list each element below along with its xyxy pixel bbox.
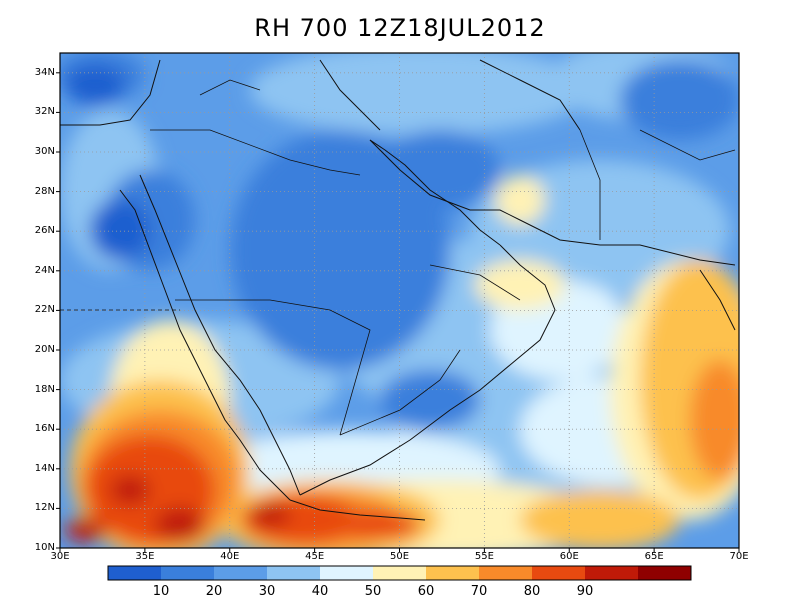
colorbar-label: 50 bbox=[364, 584, 382, 599]
colorbar-label: 20 bbox=[205, 584, 223, 599]
lon-label: 50E bbox=[389, 551, 410, 562]
colorbar-label: 10 bbox=[152, 584, 170, 599]
rh-field bbox=[60, 53, 739, 548]
colorbar-swatch bbox=[267, 566, 321, 580]
colorbar-label: 90 bbox=[576, 584, 594, 599]
colorbar-swatch bbox=[373, 566, 427, 580]
chart-title: RH 700 12Z18JUL2012 bbox=[254, 14, 546, 42]
lon-label: 70E bbox=[729, 551, 749, 562]
colorbar-swatch bbox=[426, 566, 480, 580]
lat-label: 30N bbox=[34, 146, 55, 157]
lat-label: 12N bbox=[34, 502, 55, 514]
lon-label: 40E bbox=[220, 551, 240, 562]
colorbar-label: 40 bbox=[311, 584, 329, 599]
colorbar-label: 30 bbox=[258, 584, 276, 599]
lon-label: 30E bbox=[50, 551, 70, 562]
lat-label: 26N bbox=[34, 225, 55, 237]
colorbar-swatch bbox=[585, 566, 639, 580]
colorbar-swatch bbox=[532, 566, 586, 580]
lat-label: 14N bbox=[34, 462, 55, 474]
coastlines bbox=[60, 59, 736, 521]
lat-label: 24N bbox=[34, 264, 55, 276]
lat-label: 18N bbox=[34, 383, 55, 395]
colorbar bbox=[107, 565, 692, 581]
graticule bbox=[60, 53, 739, 548]
lon-label: 60E bbox=[559, 551, 579, 562]
colorbar-label: 60 bbox=[417, 584, 435, 599]
lat-label: 10N bbox=[34, 542, 55, 553]
colorbar-swatch bbox=[638, 566, 692, 580]
colorbar-label: 80 bbox=[523, 584, 541, 599]
colorbar-swatch bbox=[320, 566, 374, 580]
lat-label: 34N bbox=[34, 66, 55, 78]
lon-label: 65E bbox=[644, 551, 664, 562]
lat-label: 20N bbox=[34, 344, 55, 355]
lon-label: 55E bbox=[474, 551, 494, 562]
axis-ticks bbox=[56, 72, 740, 552]
lat-label: 32N bbox=[34, 106, 55, 118]
lon-label: 35E bbox=[135, 551, 155, 562]
lat-label: 16N bbox=[34, 423, 55, 435]
colorbar-swatch bbox=[108, 566, 162, 580]
colorbar-swatch bbox=[214, 566, 268, 580]
lon-label: 45E bbox=[305, 551, 325, 562]
lat-label: 28N bbox=[34, 185, 55, 197]
colorbar-swatch bbox=[479, 566, 533, 580]
borders bbox=[60, 79, 736, 436]
lat-label: 22N bbox=[34, 304, 55, 316]
colorbar-frame bbox=[107, 565, 692, 581]
colorbar-swatch bbox=[161, 566, 215, 580]
colorbar-label: 70 bbox=[470, 584, 488, 599]
